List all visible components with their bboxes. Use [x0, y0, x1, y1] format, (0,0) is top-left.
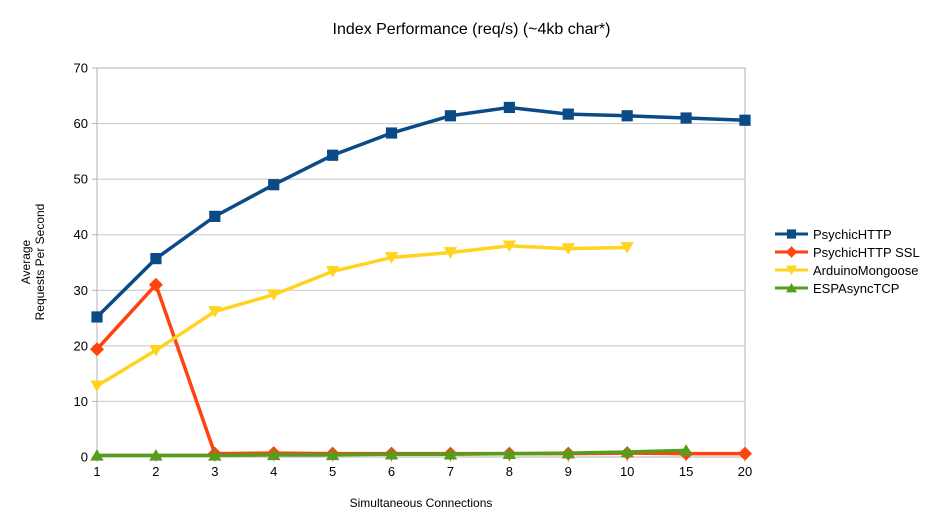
data-point-arduinomongoose	[208, 306, 222, 318]
data-point-arduinomongoose	[502, 240, 517, 252]
data-point-espasynctcp	[149, 449, 163, 461]
x-tick-label: 8	[506, 464, 513, 479]
data-point-arduinomongoose	[267, 289, 281, 301]
data-point-espasynctcp	[561, 446, 575, 459]
series-line-psychichttp	[95, 105, 747, 319]
legend-label: PsychicHTTP SSL	[813, 244, 920, 260]
data-point-psychichttp	[444, 110, 457, 122]
x-tick-label: 15	[679, 464, 693, 479]
data-point-psychichttp-ssl	[738, 446, 752, 461]
data-point-psychichttp	[209, 210, 221, 222]
x-tick-label: 3	[211, 464, 218, 479]
data-point-psychichttp	[268, 179, 280, 191]
x-tick-label: 10	[620, 464, 634, 479]
data-point-psychichttp	[739, 114, 751, 126]
x-tick-label: 2	[152, 464, 159, 479]
data-point-psychichttp	[680, 112, 692, 124]
y-tick-label: 0	[81, 450, 88, 465]
y-tick-label: 50	[74, 172, 88, 187]
data-point-psychichttp	[385, 127, 398, 139]
series-line-arduinomongoose	[95, 244, 629, 388]
data-point-psychichttp-ssl	[90, 342, 104, 357]
x-tick-label: 7	[447, 464, 454, 479]
data-point-espasynctcp	[620, 445, 634, 458]
triangle-down-marker-icon	[775, 265, 808, 276]
plot-border	[96, 67, 746, 458]
data-point-espasynctcp	[679, 444, 693, 456]
legend-item-psychichttp-ssl: PsychicHTTP SSL	[775, 243, 920, 261]
x-tick-label: 5	[329, 464, 336, 479]
data-point-psychichttp	[91, 311, 103, 323]
data-point-arduinomongoose	[325, 266, 340, 278]
diamond-marker-icon	[775, 246, 808, 258]
data-point-espasynctcp	[267, 448, 281, 461]
data-point-espasynctcp	[502, 447, 517, 459]
data-point-arduinomongoose	[443, 247, 458, 259]
data-point-arduinomongoose	[561, 243, 575, 255]
data-point-psychichttp	[327, 149, 339, 161]
data-point-psychichttp	[562, 108, 574, 120]
x-tick-label: 6	[388, 464, 395, 479]
data-point-psychichttp	[621, 110, 633, 122]
y-tick-label: 10	[74, 394, 88, 409]
data-point-psychichttp	[503, 101, 515, 114]
data-point-espasynctcp	[90, 449, 104, 461]
data-point-arduinomongoose	[620, 242, 634, 254]
y-tick-label: 70	[74, 61, 88, 76]
y-tick-label: 60	[74, 116, 88, 131]
y-tick-label: 30	[74, 283, 88, 298]
data-point-psychichttp	[150, 253, 162, 265]
y-axis-title: Average Requests Per Second	[19, 203, 47, 321]
x-tick-label: 9	[565, 464, 572, 479]
series-line-psychichttp-ssl	[95, 282, 747, 456]
data-point-espasynctcp	[443, 448, 458, 460]
x-axis-title: Simultaneous Connections	[349, 496, 493, 510]
x-tick-label: 1	[93, 464, 100, 479]
data-point-arduinomongoose	[149, 344, 163, 357]
chart-title: Index Performance (req/s) (~4kb char*)	[332, 21, 611, 38]
data-point-espasynctcp	[384, 448, 399, 460]
legend-item-psychichttp: PsychicHTTP	[775, 225, 920, 243]
data-point-arduinomongoose	[90, 380, 104, 393]
y-tick-label: 20	[74, 338, 88, 353]
square-marker-icon	[775, 229, 808, 239]
legend-label: PsychicHTTP	[813, 226, 892, 242]
legend-label: ESPAsyncTCP	[813, 280, 900, 296]
data-point-arduinomongoose	[384, 252, 399, 264]
x-tick-label: 4	[270, 464, 277, 479]
data-point-psychichttp-ssl	[148, 277, 163, 292]
legend-item-arduinomongoose: ArduinoMongoose	[775, 261, 920, 279]
legend-label: ArduinoMongoose	[813, 262, 919, 278]
x-tick-label: 20	[738, 464, 752, 479]
data-point-espasynctcp	[325, 448, 340, 461]
legend-item-espasynctcp: ESPAsyncTCP	[775, 279, 920, 297]
y-tick-label: 40	[74, 227, 88, 242]
data-point-espasynctcp	[208, 449, 222, 461]
triangle-up-marker-icon	[775, 282, 808, 293]
legend: PsychicHTTP PsychicHTTP SSL ArduinoMongoos…	[775, 225, 920, 297]
